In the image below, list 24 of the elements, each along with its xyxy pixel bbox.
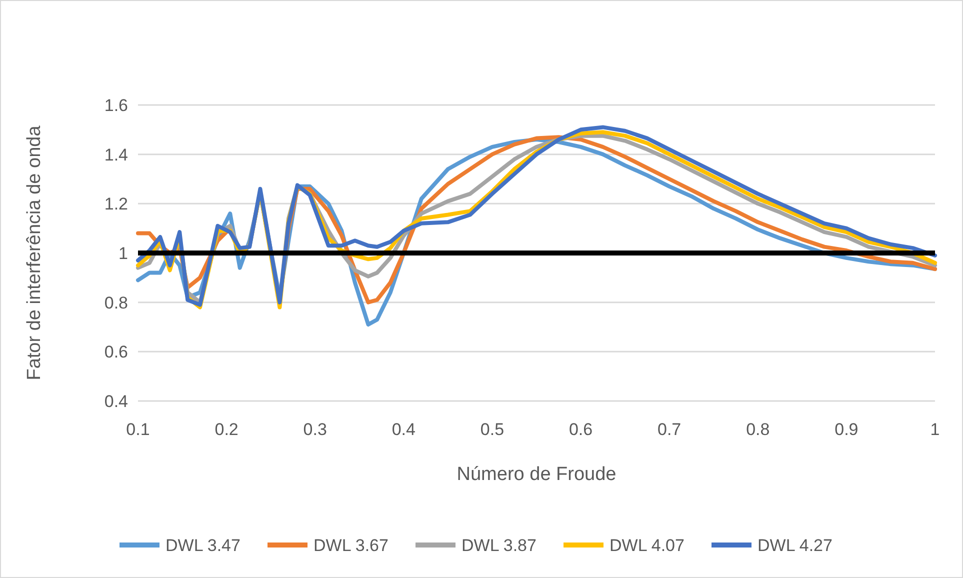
y-tick-label: 0.8 bbox=[104, 293, 128, 312]
legend-label: DWL 3.87 bbox=[462, 536, 536, 555]
y-tick-label: 0.6 bbox=[104, 342, 128, 362]
legend-label: DWL 3.67 bbox=[314, 536, 388, 555]
y-axis-title: Fator de interferência de onda bbox=[24, 125, 45, 380]
y-tick-label: 1.2 bbox=[104, 194, 128, 214]
legend-label: DWL 4.27 bbox=[758, 536, 832, 555]
x-tick-label: 0.4 bbox=[392, 420, 416, 439]
legend-label: DWL 3.47 bbox=[166, 536, 240, 555]
x-tick-label: 0.6 bbox=[568, 420, 593, 439]
x-tick-label: 0.2 bbox=[214, 420, 238, 439]
y-tick-label: 1.6 bbox=[104, 96, 128, 115]
y-tick-label: 0.4 bbox=[104, 392, 128, 411]
legend-label: DWL 4.07 bbox=[610, 536, 684, 555]
y-tick-label: 1 bbox=[118, 244, 128, 263]
x-tick-label: 0.1 bbox=[126, 420, 150, 439]
x-axis-title: Número de Froude bbox=[456, 464, 616, 485]
x-tick-label: 0.3 bbox=[303, 420, 327, 439]
x-tick-label: 0.5 bbox=[480, 420, 504, 439]
x-tick-label: 0.9 bbox=[834, 420, 858, 439]
x-tick-label: 0.7 bbox=[658, 420, 682, 439]
y-tick-label: 1.4 bbox=[104, 145, 128, 164]
x-tick-label: 1 bbox=[930, 420, 940, 439]
x-tick-label: 0.8 bbox=[746, 420, 770, 439]
